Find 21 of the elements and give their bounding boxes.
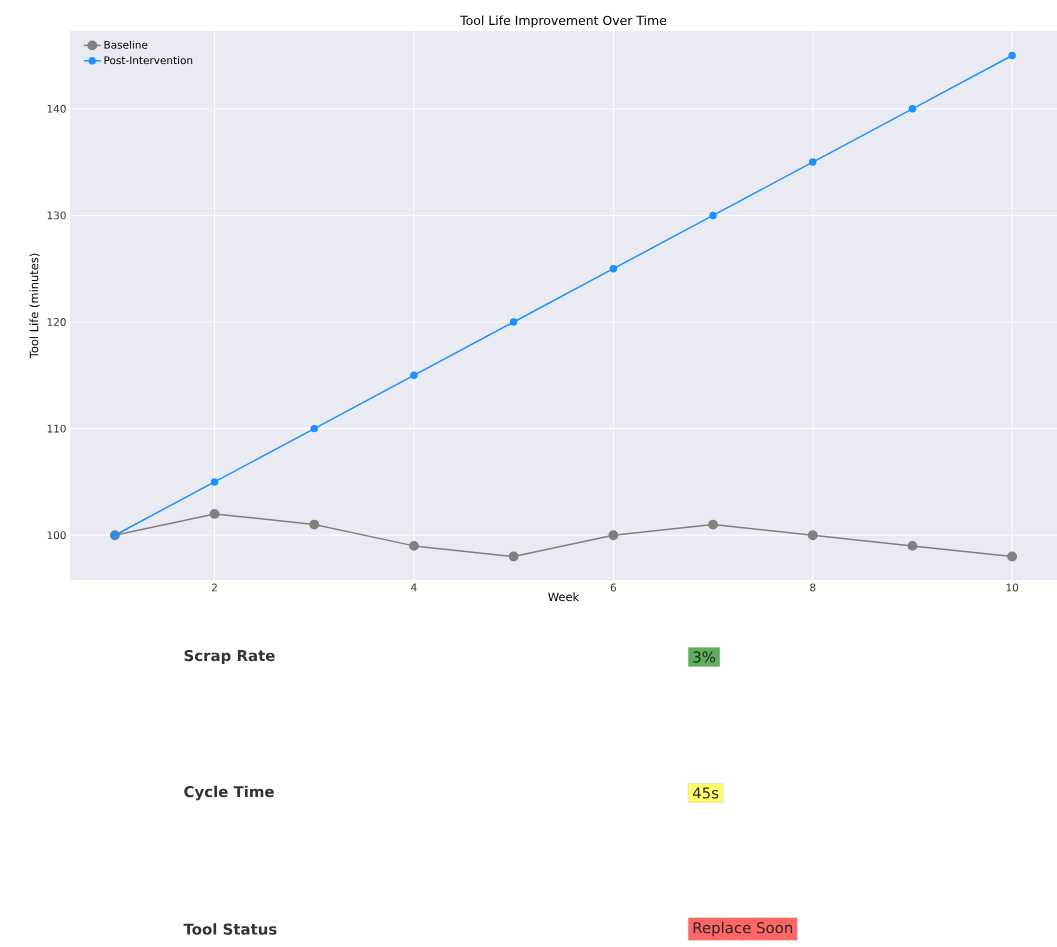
y-tick-label: 110 — [47, 424, 66, 433]
legend-label: Post-Intervention — [104, 56, 193, 65]
legend-label: Baseline — [104, 40, 148, 49]
y-tick-label: 120 — [47, 318, 66, 326]
text: 45s — [692, 787, 719, 799]
x-tick-label: 8 — [810, 583, 816, 592]
y-tick-label: 130 — [47, 211, 66, 220]
y-axis-title: Tool Life (minutes) — [29, 253, 40, 359]
x-axis-title: Week — [548, 592, 580, 602]
text: 3% — [693, 651, 716, 663]
x-tick-label: 4 — [411, 583, 417, 592]
x-tick-label: 2 — [212, 583, 217, 592]
category-label: Cycle Time — [184, 785, 274, 801]
y-tick-label: 140 — [47, 104, 66, 113]
x-tick-label: 10 — [1006, 583, 1019, 592]
category-label: Scrap Rate — [184, 649, 275, 665]
y-tick-label: 100 — [47, 531, 66, 540]
x-tick-label: 6 — [610, 583, 617, 592]
chart-title: Tool Life Improvement Over Time — [460, 15, 667, 28]
text: Replace Soon — [693, 921, 793, 937]
category-label: Tool Status — [183, 923, 277, 935]
